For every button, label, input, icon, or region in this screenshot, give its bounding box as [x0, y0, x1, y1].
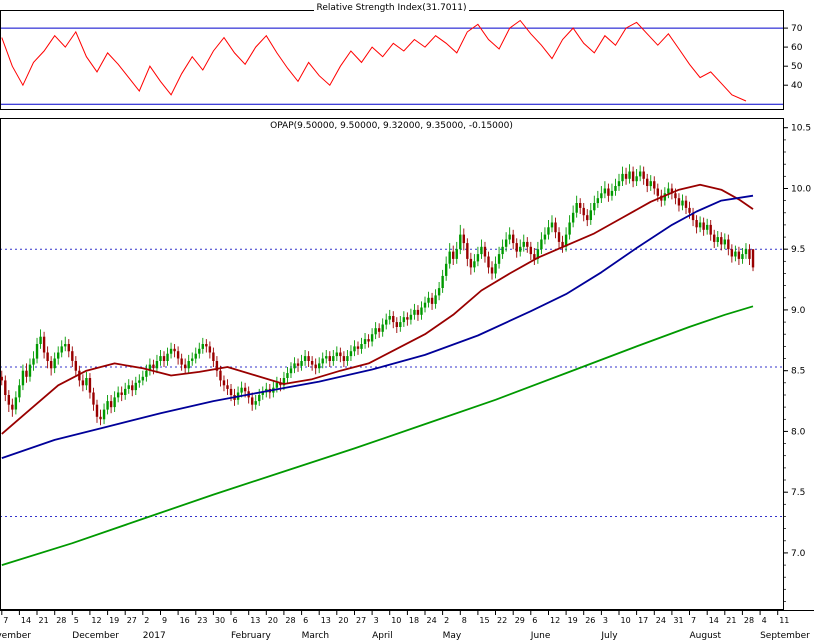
- svg-text:9.5: 9.5: [791, 245, 805, 255]
- svg-text:3: 3: [603, 616, 608, 625]
- svg-text:February: February: [231, 631, 272, 641]
- svg-text:5: 5: [74, 616, 79, 625]
- svg-text:16: 16: [180, 616, 190, 625]
- svg-text:7: 7: [691, 616, 696, 625]
- svg-text:28: 28: [56, 616, 66, 625]
- svg-text:12: 12: [550, 616, 560, 625]
- svg-text:17: 17: [638, 616, 648, 625]
- svg-text:3: 3: [374, 616, 379, 625]
- svg-text:6: 6: [233, 616, 238, 625]
- svg-text:10.0: 10.0: [791, 185, 811, 195]
- svg-text:2: 2: [444, 616, 449, 625]
- svg-text:14: 14: [21, 616, 31, 625]
- svg-text:10.5: 10.5: [791, 124, 811, 134]
- svg-text:4: 4: [762, 616, 767, 625]
- svg-text:24: 24: [656, 616, 666, 625]
- svg-text:8.5: 8.5: [791, 367, 805, 377]
- svg-text:11: 11: [779, 616, 789, 625]
- svg-text:18: 18: [409, 616, 419, 625]
- svg-text:April: April: [372, 631, 393, 641]
- svg-text:7.0: 7.0: [791, 549, 806, 559]
- price-y-axis: 10.5 10.0 9.5 9.0 8.5 8.0 7.5 7.0: [783, 124, 811, 602]
- candlesticks: [0, 164, 755, 426]
- price-panel: 10.5 10.0 9.5 9.0 8.5 8.0 7.5 7.0: [0, 118, 811, 610]
- svg-text:20: 20: [338, 616, 348, 625]
- ma_mid-line: [1, 194, 754, 459]
- svg-text:27: 27: [127, 616, 137, 625]
- svg-text:8: 8: [462, 616, 467, 625]
- price-title-text: OPAP(9.50000, 9.50000, 9.32000, 9.35000,…: [267, 121, 516, 131]
- svg-text:May: May: [443, 631, 462, 641]
- svg-text:14: 14: [709, 616, 719, 625]
- svg-text:June: June: [530, 631, 551, 641]
- svg-text:March: March: [302, 631, 329, 641]
- svg-text:26: 26: [585, 616, 595, 625]
- svg-text:6: 6: [532, 616, 537, 625]
- svg-text:9.0: 9.0: [791, 306, 806, 316]
- svg-text:19: 19: [109, 616, 119, 625]
- svg-text:7: 7: [3, 616, 8, 625]
- rsi-y-axis: 70 60 50 40: [783, 24, 803, 91]
- svg-text:24: 24: [427, 616, 437, 625]
- svg-text:50: 50: [791, 62, 803, 72]
- svg-text:September: September: [760, 631, 810, 641]
- svg-text:November: November: [0, 631, 31, 641]
- svg-text:20: 20: [268, 616, 278, 625]
- svg-text:August: August: [690, 631, 722, 641]
- svg-text:7.5: 7.5: [791, 488, 805, 498]
- svg-text:29: 29: [515, 616, 525, 625]
- svg-text:December: December: [72, 631, 119, 641]
- svg-text:2017: 2017: [143, 631, 166, 641]
- svg-text:13: 13: [321, 616, 331, 625]
- x-axis-day-ticks: 7 14 21 28 5 12 19 27 2 9 16 23 30 6 13 20 28 6 13 20 27 3 10 1…: [1, 611, 789, 625]
- svg-text:12: 12: [91, 616, 101, 625]
- svg-text:13: 13: [250, 616, 260, 625]
- price-dotted-hlines: [0, 248, 783, 517]
- rsi-panel: 70 60 50 40: [0, 10, 803, 110]
- svg-text:70: 70: [791, 24, 803, 34]
- svg-text:6: 6: [303, 616, 308, 625]
- svg-text:15: 15: [479, 616, 489, 625]
- svg-text:10: 10: [391, 616, 401, 625]
- svg-text:60: 60: [791, 43, 803, 53]
- svg-text:21: 21: [39, 616, 49, 625]
- svg-text:22: 22: [497, 616, 507, 625]
- svg-text:27: 27: [356, 616, 366, 625]
- svg-text:28: 28: [744, 616, 754, 625]
- x-axis: 7 14 21 28 5 12 19 27 2 9 16 23 30 6 13 20 28 6 13 20 27 3 10 1…: [0, 610, 814, 641]
- svg-text:10: 10: [621, 616, 631, 625]
- svg-text:19: 19: [568, 616, 578, 625]
- svg-text:9: 9: [162, 616, 167, 625]
- ma_slow-line: [1, 305, 754, 566]
- rsi-title: Relative Strength Index(31.7011): [0, 3, 783, 13]
- svg-text:21: 21: [726, 616, 736, 625]
- svg-text:31: 31: [673, 616, 683, 625]
- rsi-hlines: [0, 27, 783, 105]
- svg-text:30: 30: [215, 616, 225, 625]
- svg-text:July: July: [600, 631, 618, 641]
- svg-text:2: 2: [144, 616, 149, 625]
- rsi-title-text: Relative Strength Index(31.7011): [313, 3, 470, 13]
- x-axis-month-labels: November December 2017 February March April Ma…: [0, 631, 810, 641]
- price-title: OPAP(9.50000, 9.50000, 9.32000, 9.35000,…: [0, 121, 783, 131]
- svg-text:23: 23: [197, 616, 207, 625]
- svg-text:28: 28: [285, 616, 295, 625]
- ma_fast-line: [1, 183, 754, 435]
- rsi-line: [1, 19, 747, 102]
- svg-text:40: 40: [791, 81, 803, 91]
- svg-text:8.0: 8.0: [791, 427, 806, 437]
